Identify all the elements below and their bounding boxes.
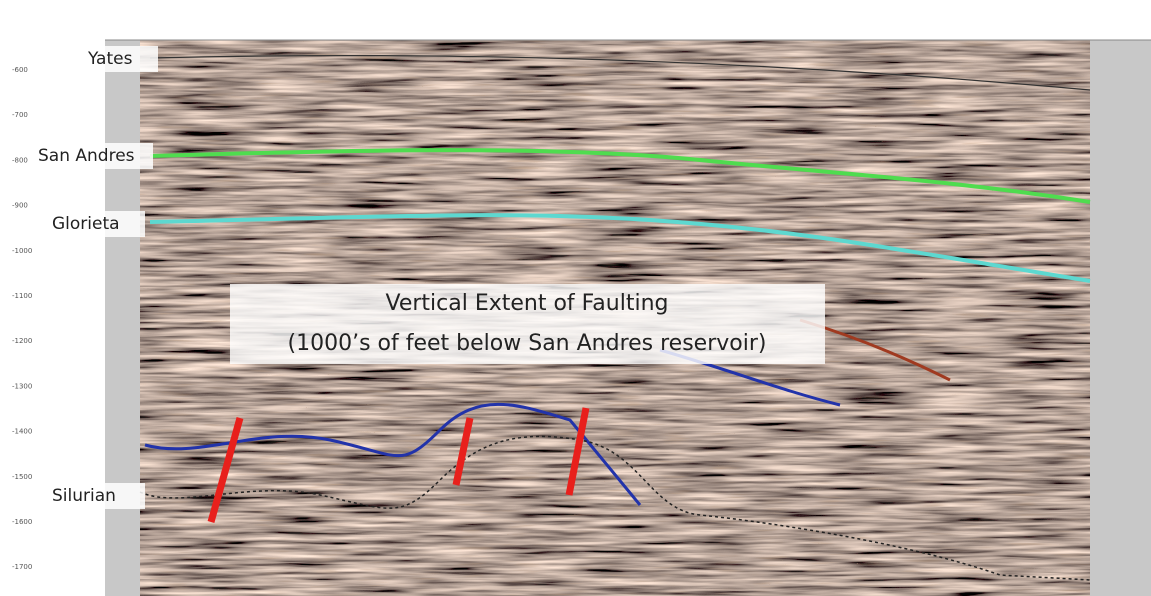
- label-box: [80, 46, 158, 72]
- horizon-label: Glorieta: [52, 214, 120, 234]
- depth-label: -700: [12, 111, 28, 119]
- depth-label: -1300: [12, 382, 32, 390]
- depth-label: -600: [12, 66, 28, 74]
- depth-label: -1700: [12, 563, 32, 571]
- annotation-box: [230, 284, 825, 364]
- yates-horizon: [149, 54, 1091, 91]
- depth-label: -1400: [12, 428, 32, 436]
- fault: [565, 407, 590, 496]
- depth-label: -1600: [12, 518, 32, 526]
- depth-label: -1500: [12, 473, 32, 481]
- depth-label: -1100: [12, 292, 32, 300]
- depth-axis: -600 -700 -800 -900 -1000 -1100 -1200 -1300 -140…: [12, 66, 32, 571]
- label-box: [35, 143, 153, 169]
- depth-label: -1200: [12, 337, 32, 345]
- annotation-subtitle: (1000’s of feet below San Andres reservo…: [288, 331, 767, 356]
- glorieta-horizon: [149, 213, 1091, 283]
- depth-label: -1000: [12, 247, 32, 255]
- label-box: [45, 483, 145, 509]
- horizon-label: Yates: [87, 49, 133, 69]
- horizon-label: San Andres: [38, 146, 135, 166]
- reflector: [144, 402, 642, 506]
- san-andres-horizon: [149, 148, 1091, 204]
- depth-label: -800: [12, 156, 28, 164]
- horizon-label: Silurian: [52, 486, 116, 506]
- depth-label: -900: [12, 202, 28, 210]
- annotation-title: Vertical Extent of Faulting: [385, 291, 668, 316]
- fault: [207, 417, 244, 523]
- label-box: [45, 211, 145, 237]
- fault: [452, 417, 474, 486]
